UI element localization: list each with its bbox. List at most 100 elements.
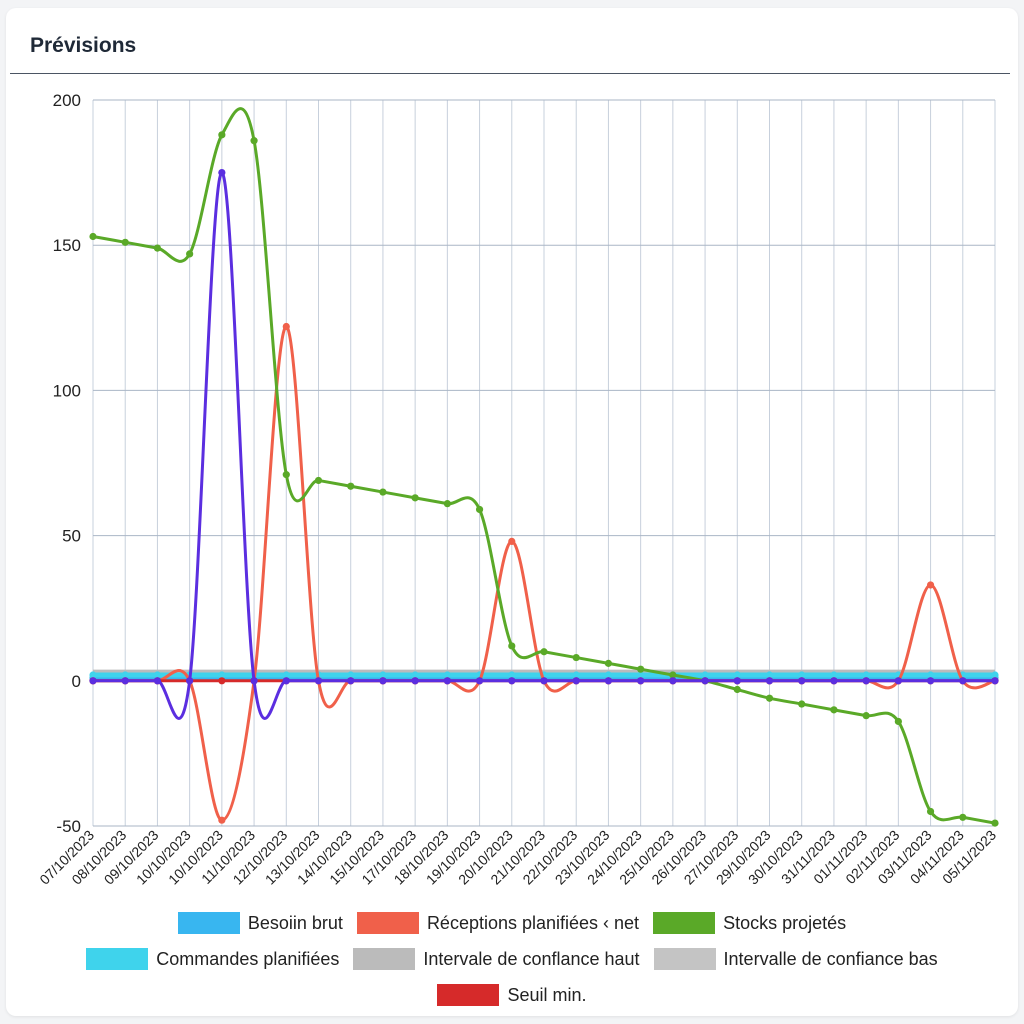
data-point [540, 648, 548, 656]
legend-swatch [177, 912, 240, 934]
data-point [411, 494, 419, 502]
data-point [991, 819, 999, 827]
series-3 [89, 671, 999, 679]
legend-item[interactable]: Réceptions planifiées ‹ net [356, 912, 640, 934]
data-point [991, 671, 999, 679]
data-point [218, 131, 226, 139]
data-point [282, 671, 290, 679]
data-point [121, 677, 129, 685]
data-point [926, 677, 935, 685]
data-point [894, 677, 902, 685]
data-point [604, 659, 613, 667]
data-point [282, 471, 290, 479]
y-tick-label: 100 [53, 381, 81, 400]
data-point [121, 671, 129, 679]
legend-swatch [653, 948, 716, 970]
legend-swatch [353, 948, 416, 970]
data-point [765, 694, 774, 702]
data-point [250, 677, 258, 685]
data-point [540, 677, 548, 685]
data-point [186, 250, 194, 258]
data-point [669, 671, 677, 679]
legend-swatch [86, 948, 149, 970]
legend-label: Seuil min. [507, 984, 587, 1005]
data-point [733, 677, 741, 685]
data-point [894, 717, 902, 726]
data-point [314, 677, 323, 685]
data-point [379, 671, 387, 679]
legend-item[interactable]: Besoiin brut [177, 912, 343, 934]
data-point [508, 677, 516, 685]
data-point [218, 816, 226, 824]
series-7 [89, 169, 999, 720]
data-point [89, 232, 97, 241]
data-point [830, 706, 838, 714]
data-point [89, 671, 97, 679]
data-point [765, 677, 774, 685]
data-point [733, 671, 741, 679]
data-point [701, 671, 709, 679]
data-point [347, 677, 355, 685]
legend-row: Besoiin brut Réceptions planifiées ‹ net S… [0, 905, 1024, 941]
title-divider [10, 73, 1010, 74]
data-point [637, 671, 645, 679]
data-point [830, 677, 838, 685]
data-point [572, 671, 580, 679]
data-point [765, 671, 774, 679]
data-point [798, 671, 806, 679]
data-point [862, 712, 870, 720]
data-point [218, 671, 226, 679]
data-point [572, 677, 580, 685]
legend-item[interactable]: Seuil min. [437, 984, 587, 1006]
data-point [508, 671, 516, 679]
legend-label: Intervale de conflance haut [423, 948, 640, 969]
data-point [443, 677, 451, 685]
data-point [926, 581, 935, 589]
data-point [637, 677, 645, 685]
legend-label: Intervalle de confiance bas [723, 948, 938, 969]
data-point [347, 482, 355, 490]
data-point [959, 813, 967, 821]
data-point [926, 671, 935, 679]
data-point [475, 677, 484, 685]
data-point [604, 677, 613, 685]
data-point [411, 677, 419, 685]
data-point [959, 677, 967, 685]
legend-item[interactable]: Stocks projetés [653, 912, 846, 934]
y-tick-label: -50 [56, 817, 81, 836]
data-point [121, 238, 129, 246]
data-point [379, 488, 387, 496]
legend-label: Commandes planifiées [156, 948, 340, 969]
legend-label: Stocks projetés [723, 912, 847, 933]
legend-swatch [356, 912, 419, 934]
data-point [798, 677, 806, 685]
chart-legend: Besoiin brut Réceptions planifiées ‹ net S… [0, 905, 1024, 1013]
data-point [89, 677, 97, 685]
y-tick-label: 200 [53, 91, 81, 110]
data-point [508, 537, 516, 546]
data-point [282, 677, 290, 685]
forecast-chart: 200150100500-5007/10/202308/10/202309/10… [36, 91, 999, 888]
data-point [218, 677, 226, 685]
y-tick-label: 0 [72, 672, 81, 691]
data-point [411, 671, 419, 679]
legend-label: Réceptions planifiées ‹ net [426, 912, 640, 933]
data-point [604, 671, 613, 679]
y-tick-label: 50 [62, 527, 81, 546]
legend-item[interactable]: Intervale de conflance haut [353, 948, 640, 970]
data-point [218, 169, 226, 177]
legend-item[interactable]: Commandes planifiées [86, 948, 339, 970]
data-point [153, 244, 162, 252]
legend-item[interactable]: Intervalle de confiance bas [653, 948, 938, 970]
data-point [475, 505, 484, 514]
legend-label: Besoiin brut [247, 912, 343, 933]
data-point [701, 677, 709, 685]
y-tick-label: 150 [53, 236, 81, 255]
card-title: Prévisions [30, 34, 137, 57]
data-point [862, 677, 870, 685]
legend-row: Seuil min. [0, 977, 1024, 1013]
data-point [798, 700, 806, 708]
data-point [153, 671, 162, 679]
data-point [733, 685, 741, 694]
data-point [153, 677, 162, 685]
